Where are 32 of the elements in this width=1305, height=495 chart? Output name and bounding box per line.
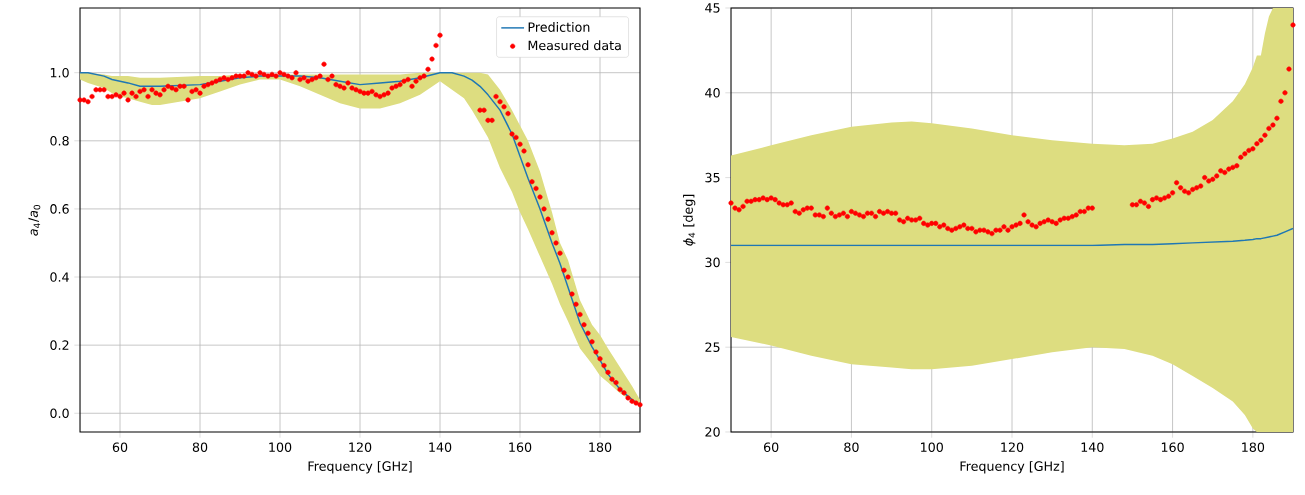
x-tick-label: 120 xyxy=(1001,442,1024,452)
x-axis-title: Frequency [GHz] xyxy=(960,461,1064,474)
y-tick-label: 0.4 xyxy=(50,272,69,282)
y-tick-label: 0.2 xyxy=(50,340,69,350)
y-tick-label: 1.0 xyxy=(50,67,69,78)
y-tick-label: 25 xyxy=(705,342,720,352)
y-tick-label: 30 xyxy=(705,257,720,268)
x-tick-label: 160 xyxy=(1161,442,1184,452)
x-tick-label: 100 xyxy=(269,442,292,452)
y-tick-label: 35 xyxy=(705,172,720,183)
y-axis-title: ϕ$_{4}$ [deg] xyxy=(683,194,696,246)
x-tick-label: 120 xyxy=(349,442,372,452)
legend-label: Prediction xyxy=(528,22,590,32)
x-tick-label: 180 xyxy=(1242,442,1265,452)
x-axis-title: Frequency [GHz] xyxy=(308,461,412,474)
y-tick-label: 0.0 xyxy=(50,408,69,419)
y-tick-label: 20 xyxy=(705,427,720,437)
y-tick-label: 45 xyxy=(705,3,720,13)
x-tick-label: 80 xyxy=(192,442,208,452)
legend-label: Measured data xyxy=(528,40,621,51)
y-tick-label: 0.6 xyxy=(50,204,69,214)
x-tick-label: 80 xyxy=(844,442,859,452)
x-tick-label: 140 xyxy=(1081,442,1104,452)
x-tick-label: 180 xyxy=(589,442,612,452)
x-tick-label: 100 xyxy=(921,442,943,452)
x-tick-label: 140 xyxy=(429,442,452,452)
x-tick-label: 60 xyxy=(763,442,779,452)
x-tick-label: 160 xyxy=(509,442,532,452)
x-tick-label: 60 xyxy=(112,442,128,452)
y-tick-label: 40 xyxy=(705,87,720,98)
y-tick-label: 0.8 xyxy=(50,136,69,146)
y-axis-title: a$_{4}$/a$_{0}$ xyxy=(28,205,41,236)
